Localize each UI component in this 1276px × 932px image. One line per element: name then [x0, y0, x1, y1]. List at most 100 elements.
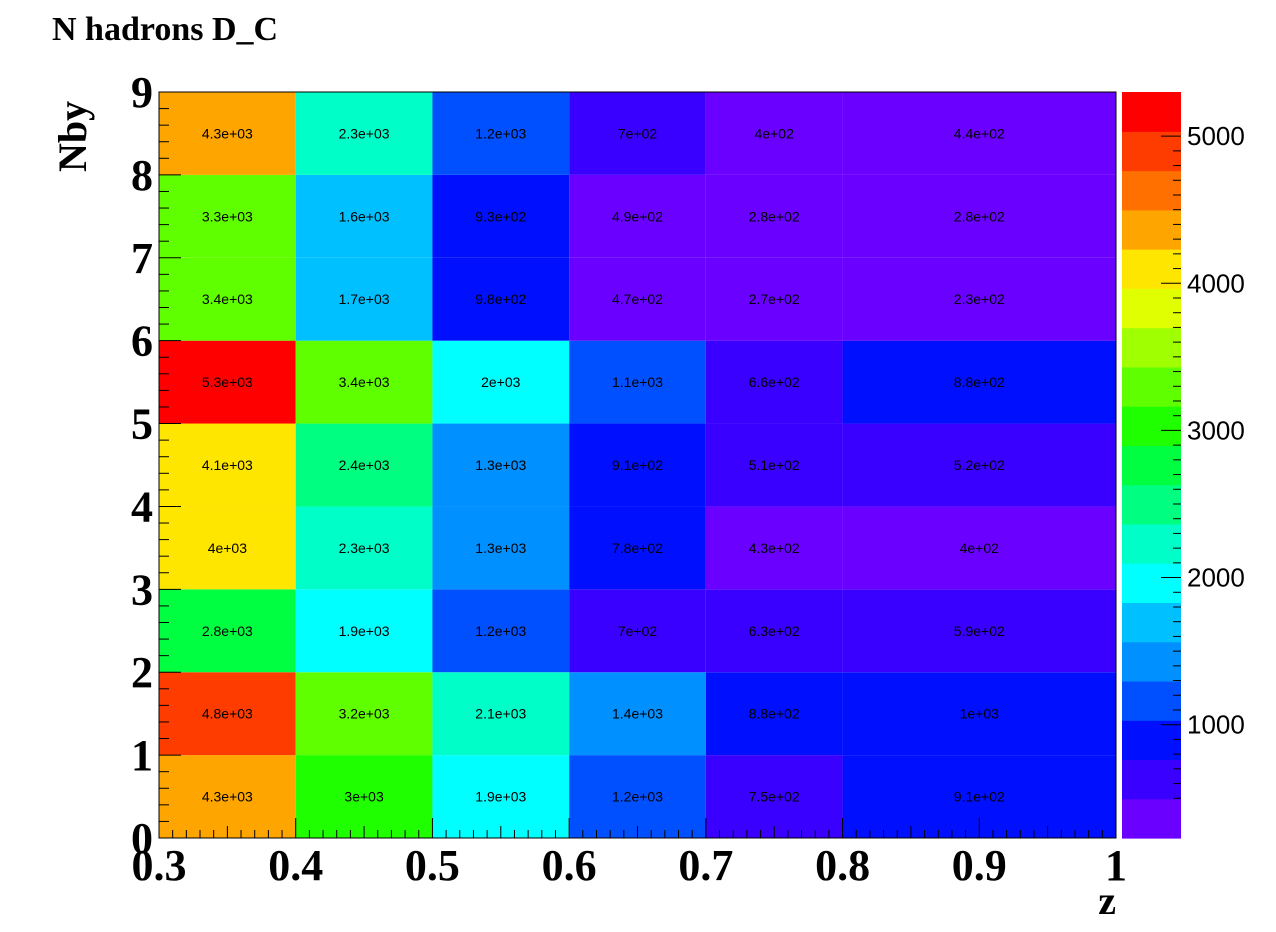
- cell-value-label: 4.4e+02: [954, 125, 1005, 141]
- heatmap-cell: [569, 506, 706, 590]
- heatmap-cell: [432, 340, 570, 424]
- cell-value-label: 1.3e+03: [475, 540, 526, 556]
- heatmap-cell: [705, 257, 843, 341]
- cell-value-label: 8.8e+02: [954, 374, 1005, 390]
- cell-value-label: 4.9e+02: [612, 208, 663, 224]
- cell-value-label: 9.3e+02: [475, 208, 526, 224]
- y-tick-label: 4: [131, 482, 153, 531]
- heatmap-cell: [295, 672, 433, 756]
- color-scale-segment: [1122, 680, 1181, 721]
- heatmap-cell: [569, 423, 706, 507]
- heatmap-cell: [432, 755, 570, 838]
- color-scale-segment: [1122, 209, 1181, 250]
- color-scale-segment: [1122, 641, 1181, 682]
- heatmap-cell: [842, 672, 1116, 756]
- cell-value-label: 7e+02: [618, 623, 658, 639]
- heatmap-cell: [159, 672, 296, 756]
- y-tick-label: 3: [131, 565, 153, 614]
- cell-value-label: 1.2e+03: [612, 789, 663, 805]
- cell-value-label: 2.8e+02: [749, 208, 800, 224]
- color-scale-segment: [1122, 798, 1181, 839]
- heatmap-cell: [295, 755, 433, 838]
- heatmap-cell: [159, 340, 296, 424]
- y-axis-title: Nby: [50, 101, 95, 172]
- cell-value-label: 3.4e+03: [339, 374, 390, 390]
- cell-value-label: 2e+03: [481, 374, 521, 390]
- cell-value-label: 1.6e+03: [339, 208, 390, 224]
- cell-value-label: 3.3e+03: [202, 208, 253, 224]
- x-axis-tick-labels: 0.3 0.4 0.5 0.6 0.7 0.8 0.9 1: [132, 841, 1128, 890]
- cell-value-label: 2.3e+03: [339, 125, 390, 141]
- cell-value-label: 4.3e+03: [202, 789, 253, 805]
- cell-value-label: 4.7e+02: [612, 291, 663, 307]
- heatmap-cell: [159, 257, 296, 341]
- heatmap-cell: [432, 589, 570, 673]
- y-tick-label: 6: [131, 317, 153, 366]
- color-scale-segment: [1122, 131, 1181, 172]
- color-scale-segment: [1122, 484, 1181, 525]
- heatmap-cell: [159, 589, 296, 673]
- cell-value-label: 5.1e+02: [749, 457, 800, 473]
- heatmap-cell-labels: 4.3e+03 3e+03 1.9e+03 1.2e+03 7.5e+02 9.1e+02…: [202, 125, 1005, 804]
- cell-value-label: 5.3e+03: [202, 374, 253, 390]
- heatmap-cell: [432, 506, 570, 590]
- heatmap-cell: [295, 340, 433, 424]
- x-axis-title: z: [1098, 878, 1116, 923]
- heatmap-cell: [569, 174, 706, 258]
- color-scale-segment: [1122, 406, 1181, 446]
- heatmap-cell: [159, 174, 296, 258]
- cell-value-label: 2.8e+03: [202, 623, 253, 639]
- cell-value-label: 9.1e+02: [954, 789, 1005, 805]
- cell-value-label: 3.2e+03: [339, 706, 390, 722]
- x-tick-label: 0.9: [952, 841, 1007, 890]
- cell-value-label: 4e+03: [208, 540, 248, 556]
- heatmap-cell: [432, 174, 570, 258]
- heatmap-cell: [842, 506, 1116, 590]
- cell-value-label: 9.8e+02: [475, 291, 526, 307]
- heatmap-cell: [295, 257, 433, 341]
- heatmap-cell: [705, 506, 843, 590]
- heatmap-cell: [569, 672, 706, 756]
- color-scale-segment: [1122, 720, 1181, 761]
- y-tick-label: 7: [131, 234, 153, 283]
- cell-value-label: 1.9e+03: [475, 789, 526, 805]
- x-tick-label: 0.8: [815, 841, 870, 890]
- cell-value-label: 4.8e+03: [202, 706, 253, 722]
- heatmap-cell: [842, 589, 1116, 673]
- heatmap-cell: [295, 423, 433, 507]
- cell-value-label: 2.8e+02: [954, 208, 1005, 224]
- cell-value-label: 7.8e+02: [612, 540, 663, 556]
- heatmap-cell: [432, 257, 570, 341]
- cell-value-label: 2.7e+02: [749, 291, 800, 307]
- x-tick-label: 0.6: [542, 841, 597, 890]
- cell-value-label: 1.3e+03: [475, 457, 526, 473]
- y-axis-tick-labels: 0 1 2 3 4 5 6 7 8 9: [131, 68, 153, 863]
- heatmap-cell: [705, 755, 843, 838]
- x-tick-label: 0.7: [678, 841, 733, 890]
- heatmap-cell: [159, 423, 296, 507]
- heatmap-cell: [705, 672, 843, 756]
- color-scale-segment: [1122, 602, 1181, 643]
- heatmap-cell: [295, 589, 433, 673]
- y-tick-label: 1: [131, 731, 153, 780]
- x-tick-label: 1: [1105, 841, 1127, 890]
- x-axis-ticks: [158, 818, 1117, 838]
- cell-value-label: 7.5e+02: [749, 789, 800, 805]
- cell-value-label: 1.2e+03: [475, 623, 526, 639]
- cell-value-label: 2.3e+02: [954, 291, 1005, 307]
- heatmap-cell: [569, 755, 706, 838]
- color-scale-ticks: [1161, 135, 1181, 799]
- cell-value-label: 6.6e+02: [749, 374, 800, 390]
- color-scale-label: 3000: [1187, 415, 1245, 445]
- color-scale-segment: [1122, 523, 1181, 564]
- heatmap-cell: [295, 92, 433, 175]
- color-scale-segment: [1122, 445, 1181, 486]
- color-scale-segment: [1122, 327, 1181, 368]
- cell-value-label: 2.3e+03: [339, 540, 390, 556]
- color-scale-segment: [1122, 563, 1181, 604]
- heatmap-cell: [705, 92, 843, 175]
- heatmap-cell: [295, 174, 433, 258]
- y-axis-ticks: [159, 91, 181, 839]
- color-scale-segment: [1122, 288, 1181, 329]
